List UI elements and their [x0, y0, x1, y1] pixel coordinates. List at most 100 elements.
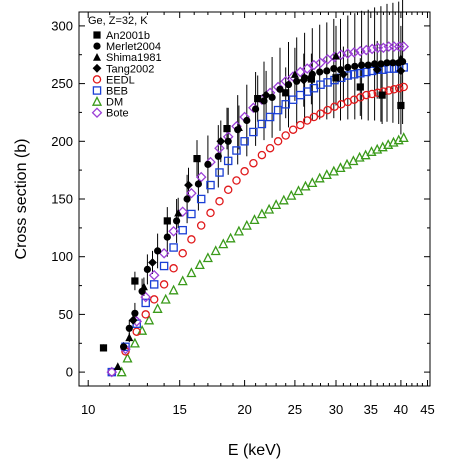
legend-label-bote: Bote [106, 108, 129, 120]
point-eedl [187, 235, 196, 244]
point-an2001b [378, 91, 386, 99]
point-eedl [132, 327, 141, 336]
point-bote [315, 57, 326, 69]
point-an2001b [356, 83, 364, 91]
point-dm [144, 314, 155, 325]
point-eedl [249, 158, 258, 168]
axis-ticks [79, 12, 430, 386]
point-tang2002 [184, 180, 193, 190]
point-merlet2004 [276, 85, 284, 93]
point-dm [293, 185, 304, 196]
point-eedl [316, 109, 325, 118]
point-merlet2004 [358, 61, 366, 69]
point-eedl [273, 137, 283, 146]
point-dm [210, 245, 221, 256]
point-bote [354, 45, 366, 57]
point-eedl [169, 264, 178, 273]
point-eedl [296, 120, 305, 130]
point-an2001b [307, 75, 315, 83]
point-merlet2004 [125, 324, 133, 332]
point-bote [366, 43, 378, 55]
point-bote [106, 366, 118, 378]
y-tick-label: 250 [51, 76, 73, 91]
point-eedl [302, 116, 312, 125]
point-tang2002 [372, 65, 382, 75]
point-beb [223, 156, 233, 166]
point-merlet2004 [120, 343, 128, 351]
point-tang2002 [339, 69, 348, 79]
point-eedl [367, 89, 377, 99]
x-tick-label: 45 [420, 402, 434, 417]
point-bote [360, 44, 372, 56]
point-beb [178, 225, 187, 235]
point-dm [168, 284, 179, 295]
point-merlet2004 [243, 116, 251, 125]
point-eedl [206, 208, 215, 218]
point-beb [149, 280, 159, 289]
point-bote [398, 41, 410, 52]
point-bote [140, 291, 152, 303]
point-merlet2004 [224, 137, 232, 145]
point-an2001b [193, 155, 201, 163]
legend-marker-bote [91, 107, 103, 119]
point-bote [158, 247, 170, 259]
point-dm [271, 199, 282, 210]
markers-layer [99, 41, 410, 378]
point-beb [196, 194, 206, 204]
point-beb [159, 261, 169, 271]
point-dm [256, 208, 267, 219]
point-eedl [196, 221, 206, 230]
point-merlet2004 [377, 60, 385, 68]
point-shima1981 [332, 51, 340, 60]
legend-marker-dm [91, 95, 103, 106]
point-merlet2004 [383, 59, 391, 67]
y-tick-label: 150 [51, 192, 73, 207]
legend-label-merlet2004: Merlet2004 [106, 41, 161, 53]
legend-label-an2001b: An2001b [106, 30, 150, 42]
x-tick-label: 25 [288, 402, 302, 417]
point-eedl [389, 85, 399, 94]
point-eedl [394, 83, 404, 93]
point-merlet2004 [268, 93, 276, 101]
x-tick-label: 10 [81, 402, 95, 417]
point-beb [141, 298, 150, 308]
point-beb [257, 119, 267, 129]
point-tang2002 [396, 66, 406, 76]
point-dm [218, 238, 229, 249]
y-tick-label: 300 [51, 18, 73, 33]
axis-tick-labels: 10 15 20 25 30 35 40 45 0 50 100 150 200 250 300 [51, 18, 434, 417]
point-dm [335, 162, 346, 173]
point-eedl [257, 150, 267, 160]
legend-label-dm: DM [106, 97, 123, 109]
point-merlet2004 [308, 70, 316, 78]
point-tang2002 [128, 315, 138, 325]
x-tick-label: 20 [237, 402, 251, 417]
point-beb [265, 112, 275, 122]
point-an2001b [397, 101, 405, 110]
point-merlet2004 [154, 247, 162, 255]
point-merlet2004 [214, 152, 222, 160]
point-tang2002 [261, 90, 271, 100]
point-beb [249, 127, 258, 137]
point-tang2002 [216, 136, 226, 146]
point-tang2002 [299, 75, 309, 85]
point-shima1981 [396, 54, 405, 62]
point-an2001b [99, 344, 108, 352]
point-eedl [149, 295, 159, 304]
point-dm [249, 214, 260, 225]
x-tick-label: 35 [364, 402, 378, 417]
legend-label-eedl: EEDL [106, 74, 135, 86]
point-merlet2004 [183, 195, 191, 203]
point-bote [214, 142, 225, 154]
legend-label-beb: BEB [106, 86, 128, 98]
point-beb [169, 243, 178, 252]
point-merlet2004 [344, 63, 352, 71]
point-dm [314, 172, 325, 183]
point-bote [301, 63, 313, 74]
point-merlet2004 [330, 65, 338, 73]
point-beb [273, 105, 283, 115]
point-shima1981 [234, 123, 243, 131]
point-bote [177, 206, 189, 218]
point-dm [328, 165, 339, 176]
